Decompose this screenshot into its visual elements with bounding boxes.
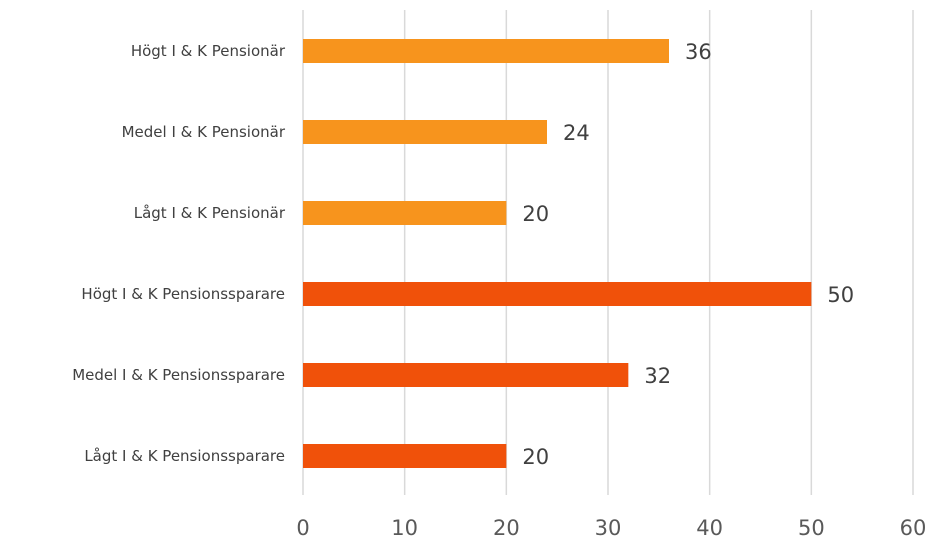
category-label: Högt I & K Pensionär [131,42,286,60]
data-label: 50 [827,283,854,307]
bar [303,444,507,468]
category-label: Lågt I & K Pensionär [134,204,286,222]
bar [303,282,812,306]
bar [303,201,507,225]
x-tick-label: 30 [595,516,622,540]
x-tick-label: 50 [798,516,825,540]
x-tick-label: 10 [391,516,418,540]
value-labels: 36 24 20 50 32 20 [522,40,854,469]
category-label: Lågt I & K Pensionssparare [84,447,285,465]
data-label: 20 [522,445,549,469]
x-tick-label: 0 [296,516,309,540]
data-label: 36 [685,40,712,64]
data-label: 20 [522,202,549,226]
category-label: Medel I & K Pensionär [122,123,286,141]
x-tick-label: 40 [696,516,723,540]
data-label: 32 [644,364,671,388]
category-labels: Högt I & K Pensionär Medel I & K Pensionä… [72,42,286,465]
category-label: Medel I & K Pensionssparare [72,366,285,384]
bar [303,363,629,387]
x-tick-label: 20 [493,516,520,540]
bar [303,39,669,63]
bar [303,120,547,144]
data-label: 24 [563,121,590,145]
x-axis-tick-labels: 0 10 20 30 40 50 60 [296,516,926,540]
category-label: Högt I & K Pensionssparare [81,285,285,303]
bars [303,39,812,468]
gridlines [302,10,914,495]
x-tick-label: 60 [900,516,927,540]
